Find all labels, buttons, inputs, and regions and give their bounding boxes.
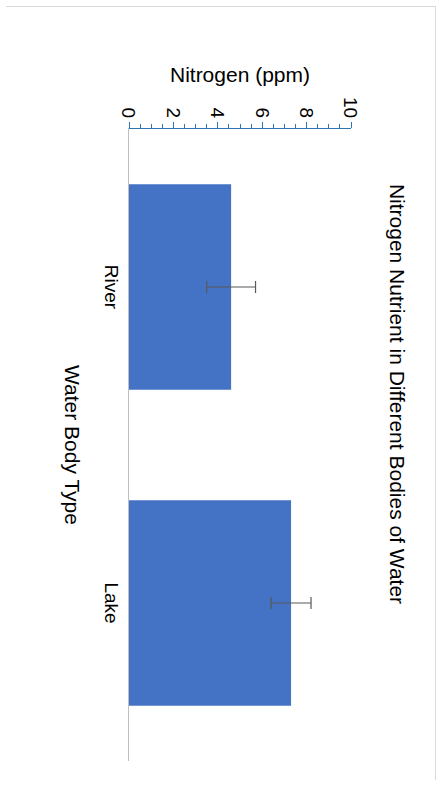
svg-text:8: 8 <box>296 108 317 119</box>
svg-text:Nitrogen (ppm): Nitrogen (ppm) <box>170 63 310 86</box>
svg-text:6: 6 <box>252 108 273 119</box>
svg-text:0: 0 <box>118 108 139 119</box>
svg-text:Nitrogen Nutrient in Different: Nitrogen Nutrient in Different Bodies of… <box>386 184 409 604</box>
svg-text:Lake: Lake <box>101 582 122 623</box>
svg-text:Water Body Type: Water Body Type <box>61 365 84 525</box>
svg-text:4: 4 <box>207 108 228 119</box>
svg-text:10: 10 <box>340 97 361 118</box>
svg-text:2: 2 <box>163 108 184 119</box>
svg-text:River: River <box>101 265 122 310</box>
